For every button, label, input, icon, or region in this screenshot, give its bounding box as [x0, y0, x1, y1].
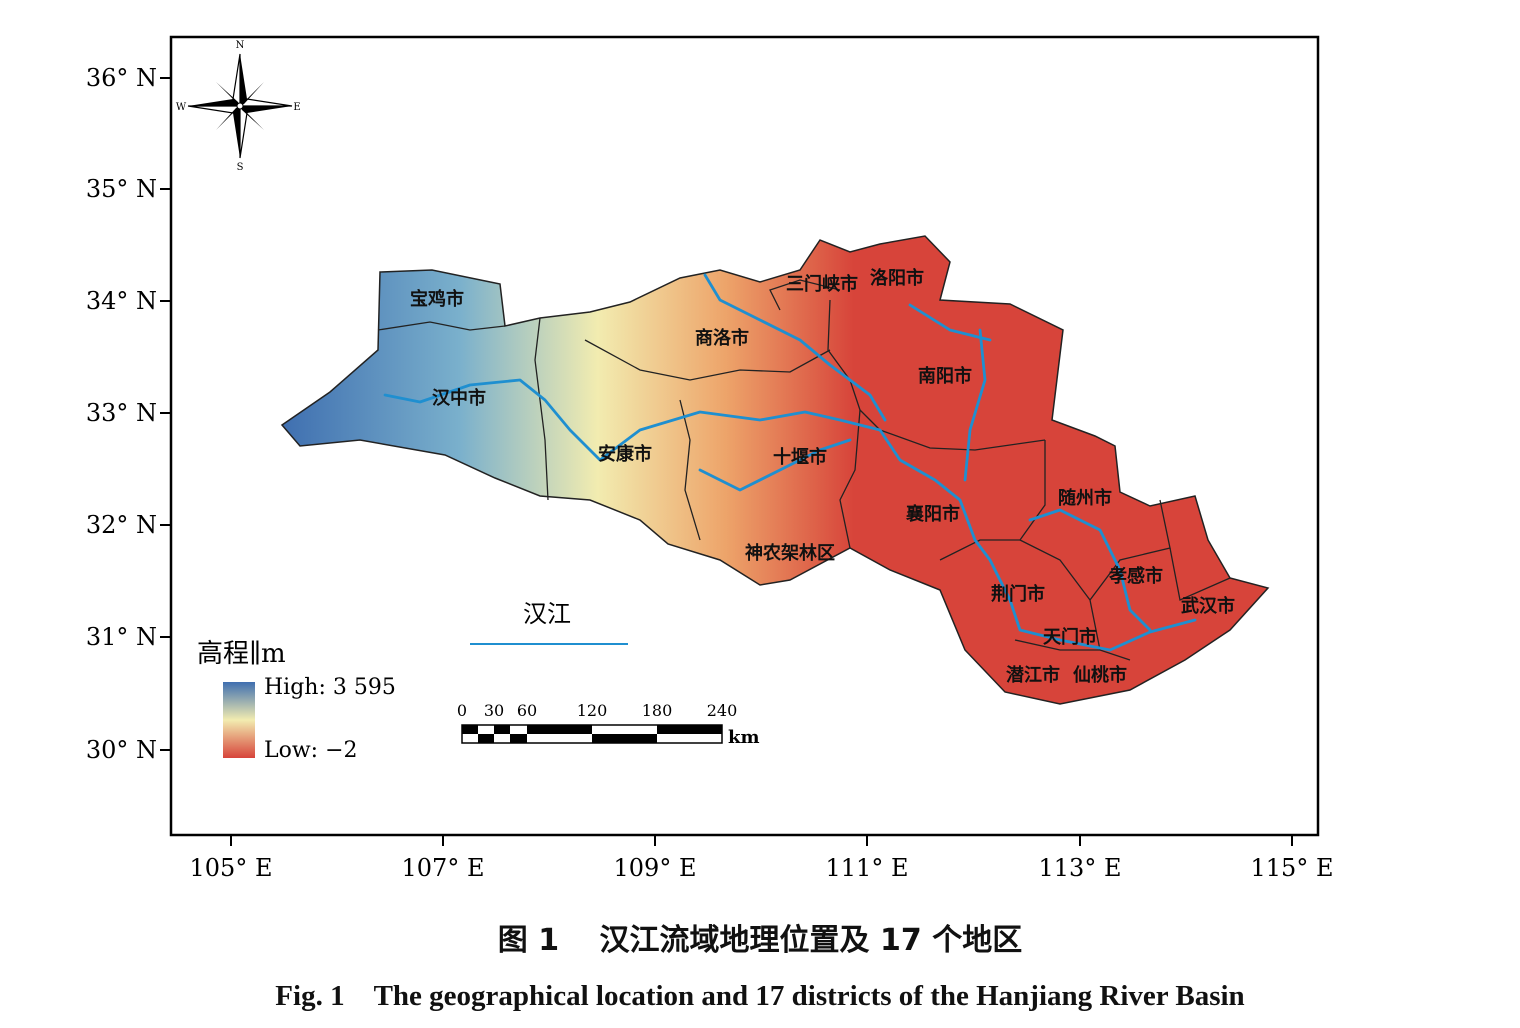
compass-north-label: N: [236, 40, 245, 51]
district-label: 神农架林区: [745, 542, 835, 564]
lon-tick-label: 109° E: [614, 854, 697, 882]
scale-tick-label: 180: [642, 701, 673, 720]
district-label: 襄阳市: [905, 503, 960, 525]
district-label: 商洛市: [695, 327, 749, 349]
district-label: 孝感市: [1108, 565, 1163, 587]
district-label: 荆门市: [991, 583, 1045, 605]
district-label: 洛阳市: [870, 267, 924, 289]
elevation-color-ramp: [223, 682, 255, 758]
scale-unit-label: km: [728, 727, 760, 748]
district-labels: 宝鸡市 商洛市 三门峡市 洛阳市 南阳市 汉中市 安康市 十堰市 襄阳市 随州市…: [410, 267, 1235, 686]
scale-tick-label: 240: [707, 701, 738, 720]
lon-tick-label: 111° E: [826, 854, 909, 882]
district-label: 南阳市: [918, 365, 972, 387]
river-legend: 汉江: [470, 600, 628, 645]
district-label: 仙桃市: [1073, 664, 1127, 686]
compass-rose-icon: N S E W: [176, 40, 301, 173]
lon-tick-label: 115° E: [1251, 854, 1334, 882]
lat-tick-label: 36° N: [86, 64, 157, 92]
basin-elevation-area: [280, 235, 1270, 705]
hanjiang-river: [383, 273, 1197, 652]
district-label: 宝鸡市: [410, 288, 464, 310]
lat-tick-label: 30° N: [86, 736, 157, 764]
lat-tick-label: 31° N: [86, 623, 157, 651]
lon-tick-label: 107° E: [402, 854, 485, 882]
district-label: 随州市: [1058, 487, 1112, 509]
district-boundaries: [377, 279, 1231, 661]
district-label: 汉中市: [432, 387, 486, 409]
river-legend-label: 汉江: [523, 600, 571, 628]
scale-tick-label: 60: [517, 701, 537, 720]
scale-bar: 0 30 60 120 180 240 km: [457, 701, 760, 748]
lat-tick-label: 33° N: [86, 399, 157, 427]
compass-south-label: S: [237, 162, 244, 173]
elevation-legend-title: 高程∥m: [197, 639, 286, 669]
scale-tick-label: 120: [577, 701, 608, 720]
compass-east-label: E: [293, 102, 300, 113]
district-label: 安康市: [598, 443, 652, 465]
district-label: 十堰市: [773, 446, 827, 468]
figure-caption-en: Fig. 1 The geographical location and 17 …: [275, 980, 1245, 1012]
lon-tick-label: 105° E: [190, 854, 273, 882]
lat-tick-label: 34° N: [86, 287, 157, 315]
scale-tick-label: 0: [457, 701, 467, 720]
elevation-high-label: High: 3 595: [264, 675, 396, 700]
figure-caption-cn: 图 1 汉江流域地理位置及 17 个地区: [497, 923, 1023, 958]
compass-west-label: W: [176, 102, 187, 113]
district-label: 三门峡市: [786, 273, 858, 295]
lon-tick-label: 113° E: [1039, 854, 1122, 882]
district-label: 天门市: [1043, 626, 1097, 648]
latitude-axis: 36° N 35° N 34° N 33° N 32° N 31° N 30° …: [86, 64, 171, 764]
longitude-axis: 105° E 107° E 109° E 111° E 113° E 115° …: [190, 835, 1334, 882]
elevation-low-label: Low: −2: [264, 738, 358, 763]
district-label: 武汉市: [1181, 595, 1235, 617]
lat-tick-label: 35° N: [86, 175, 157, 203]
district-label: 潜江市: [1006, 664, 1060, 686]
elevation-legend: 高程∥m High: 3 595 Low: −2: [197, 639, 396, 763]
lat-tick-label: 32° N: [86, 511, 157, 539]
scale-tick-label: 30: [484, 701, 504, 720]
